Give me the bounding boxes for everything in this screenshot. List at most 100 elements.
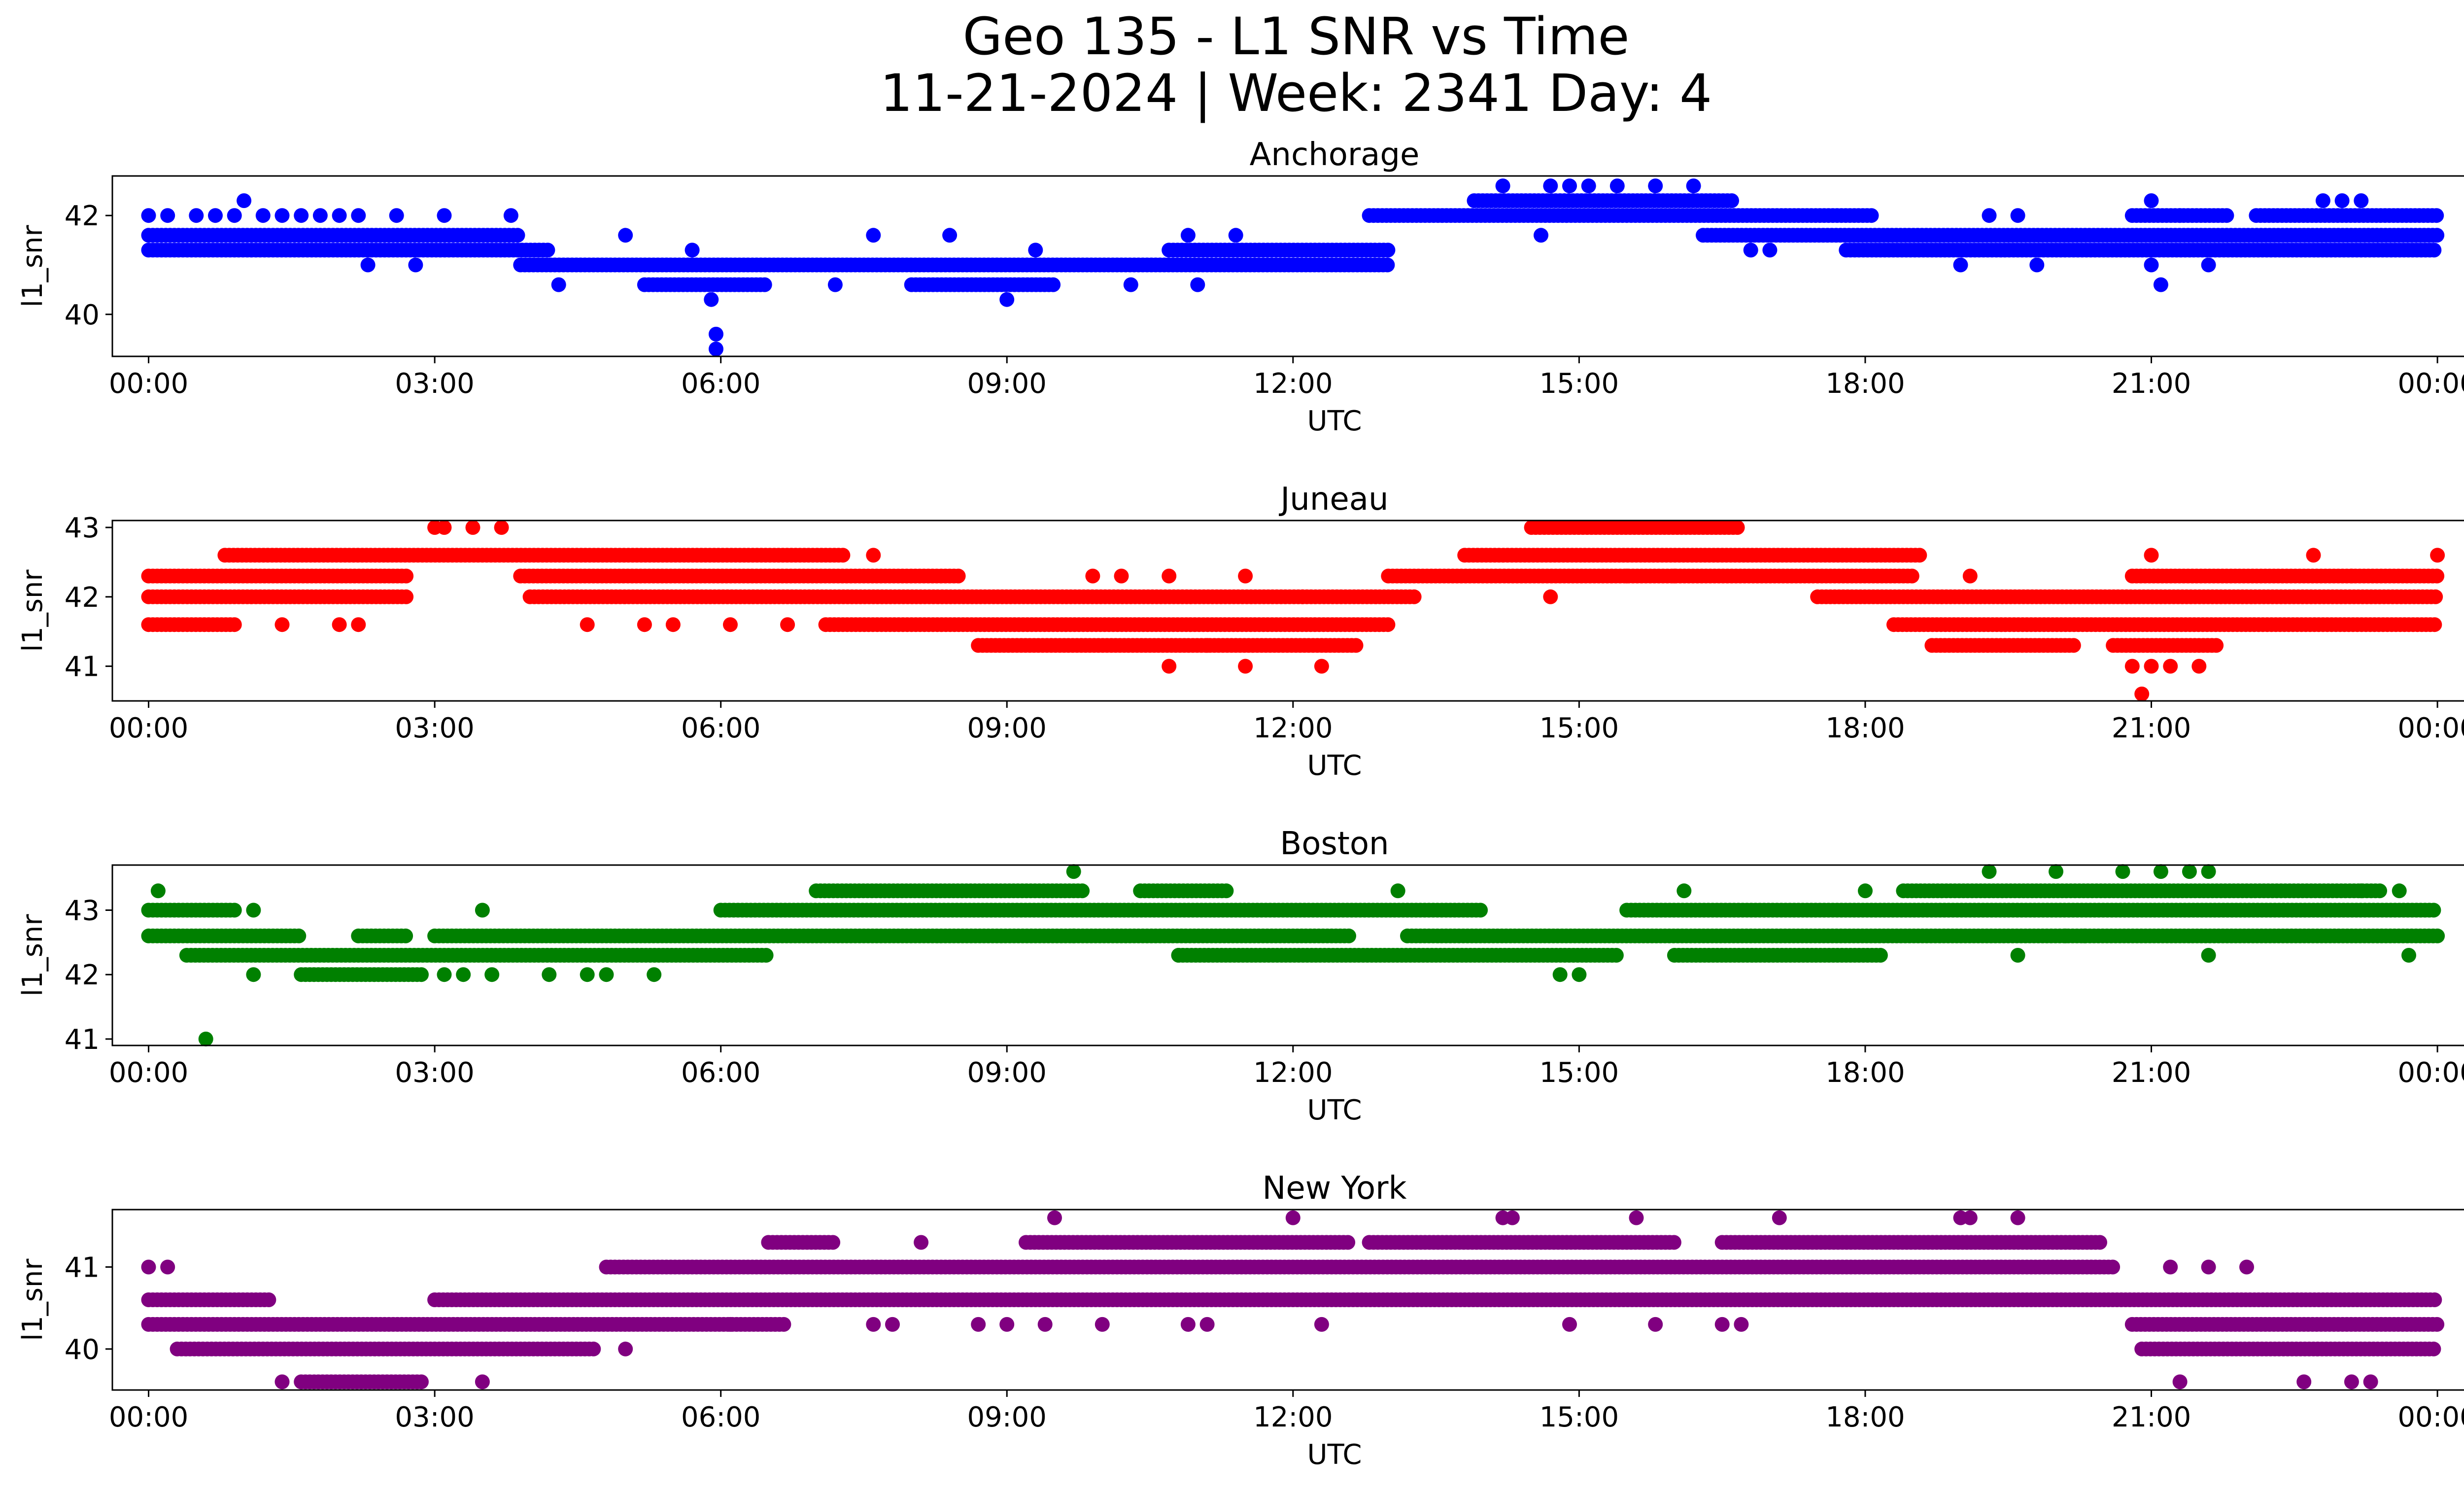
data-point xyxy=(1648,178,1663,194)
data-point xyxy=(1562,178,1577,194)
data-point xyxy=(1609,178,1625,194)
data-point xyxy=(1982,864,1997,879)
data-point xyxy=(1066,928,1081,943)
axes-frame xyxy=(111,175,2464,357)
x-tick-label: 06:00 xyxy=(681,1057,760,1089)
data-point xyxy=(2315,193,2330,209)
data-point xyxy=(647,967,662,982)
data-point xyxy=(1667,568,1682,584)
data-point xyxy=(360,257,376,273)
scatter-series xyxy=(141,520,2445,701)
data-point xyxy=(1341,928,1356,943)
data-point xyxy=(437,208,452,223)
data-point xyxy=(2172,208,2188,223)
data-point xyxy=(399,568,414,584)
data-point xyxy=(1314,659,1329,674)
x-tick-label: 18:00 xyxy=(1825,712,1905,744)
data-point xyxy=(2219,208,2234,223)
data-point xyxy=(1180,228,1196,243)
y-tick-label: 41 xyxy=(65,651,100,683)
data-point xyxy=(618,228,633,243)
data-point xyxy=(1904,568,1919,584)
data-point xyxy=(237,193,252,209)
scatter-series xyxy=(141,178,2445,356)
y-tick-label: 40 xyxy=(65,299,100,331)
data-point xyxy=(835,548,851,563)
x-tick-label: 06:00 xyxy=(681,368,760,400)
x-tick-label: 09:00 xyxy=(967,712,1047,744)
data-point xyxy=(2354,193,2369,209)
y-tick-label: 42 xyxy=(65,582,100,614)
x-tick-label: 00:00 xyxy=(109,712,188,744)
data-point xyxy=(1982,208,1997,223)
data-point xyxy=(1962,568,1978,584)
data-point xyxy=(2124,659,2140,674)
x-tick-label: 03:00 xyxy=(395,1057,474,1089)
data-point xyxy=(484,967,500,982)
data-point xyxy=(1864,208,1879,223)
data-point xyxy=(2427,243,2442,258)
data-point xyxy=(2209,638,2224,653)
data-point xyxy=(1380,617,1396,632)
y-tick-label: 43 xyxy=(65,895,100,927)
data-point xyxy=(2429,208,2444,223)
figure-title-line1: Geo 135 - L1 SNR vs Time xyxy=(962,6,1629,67)
y-axis-label: l1_snr xyxy=(17,914,49,997)
data-point xyxy=(2010,948,2025,963)
data-point xyxy=(2115,864,2130,879)
data-point xyxy=(2144,257,2159,273)
data-point xyxy=(475,903,490,918)
data-point xyxy=(2144,659,2159,674)
y-axis-label: l1_snr xyxy=(17,569,49,652)
data-point xyxy=(312,208,328,223)
data-point xyxy=(227,617,242,632)
data-point xyxy=(1238,659,1253,674)
data-point xyxy=(542,967,557,982)
data-point xyxy=(2077,928,2092,943)
data-point xyxy=(437,967,452,982)
data-point xyxy=(1380,243,1396,258)
data-point xyxy=(1028,243,1043,258)
data-point xyxy=(2430,548,2445,563)
data-point xyxy=(551,277,566,292)
data-point xyxy=(408,257,423,273)
subplot-title: Boston xyxy=(1280,826,1389,862)
data-point xyxy=(704,292,719,307)
data-point xyxy=(494,520,509,535)
y-tick-label: 42 xyxy=(65,200,100,232)
data-point xyxy=(2058,928,2073,943)
data-point xyxy=(2144,193,2159,209)
data-point xyxy=(208,208,223,223)
data-point xyxy=(141,208,156,223)
data-point xyxy=(456,967,471,982)
data-point xyxy=(1873,948,1888,963)
data-point xyxy=(1075,883,1090,899)
data-point xyxy=(1123,277,1138,292)
data-point xyxy=(1743,243,1758,258)
x-tick-label: 00:00 xyxy=(2397,712,2464,744)
data-point xyxy=(399,589,414,604)
data-point xyxy=(2427,1292,2442,1307)
data-point xyxy=(1677,883,1692,899)
data-point xyxy=(866,548,881,563)
data-point xyxy=(942,228,958,243)
data-point xyxy=(160,208,175,223)
data-point xyxy=(1228,228,1243,243)
data-point xyxy=(414,967,429,982)
data-point xyxy=(2430,228,2445,243)
data-point xyxy=(1552,967,1568,982)
data-point xyxy=(1534,228,1548,243)
x-tick-label: 12:00 xyxy=(1253,712,1333,744)
data-point xyxy=(580,967,595,982)
x-tick-label: 06:00 xyxy=(681,712,760,744)
data-point xyxy=(757,277,772,292)
data-point xyxy=(351,208,366,223)
data-point xyxy=(2344,568,2359,584)
data-point xyxy=(1495,178,1510,194)
data-point xyxy=(294,208,309,223)
data-point xyxy=(2153,864,2168,879)
